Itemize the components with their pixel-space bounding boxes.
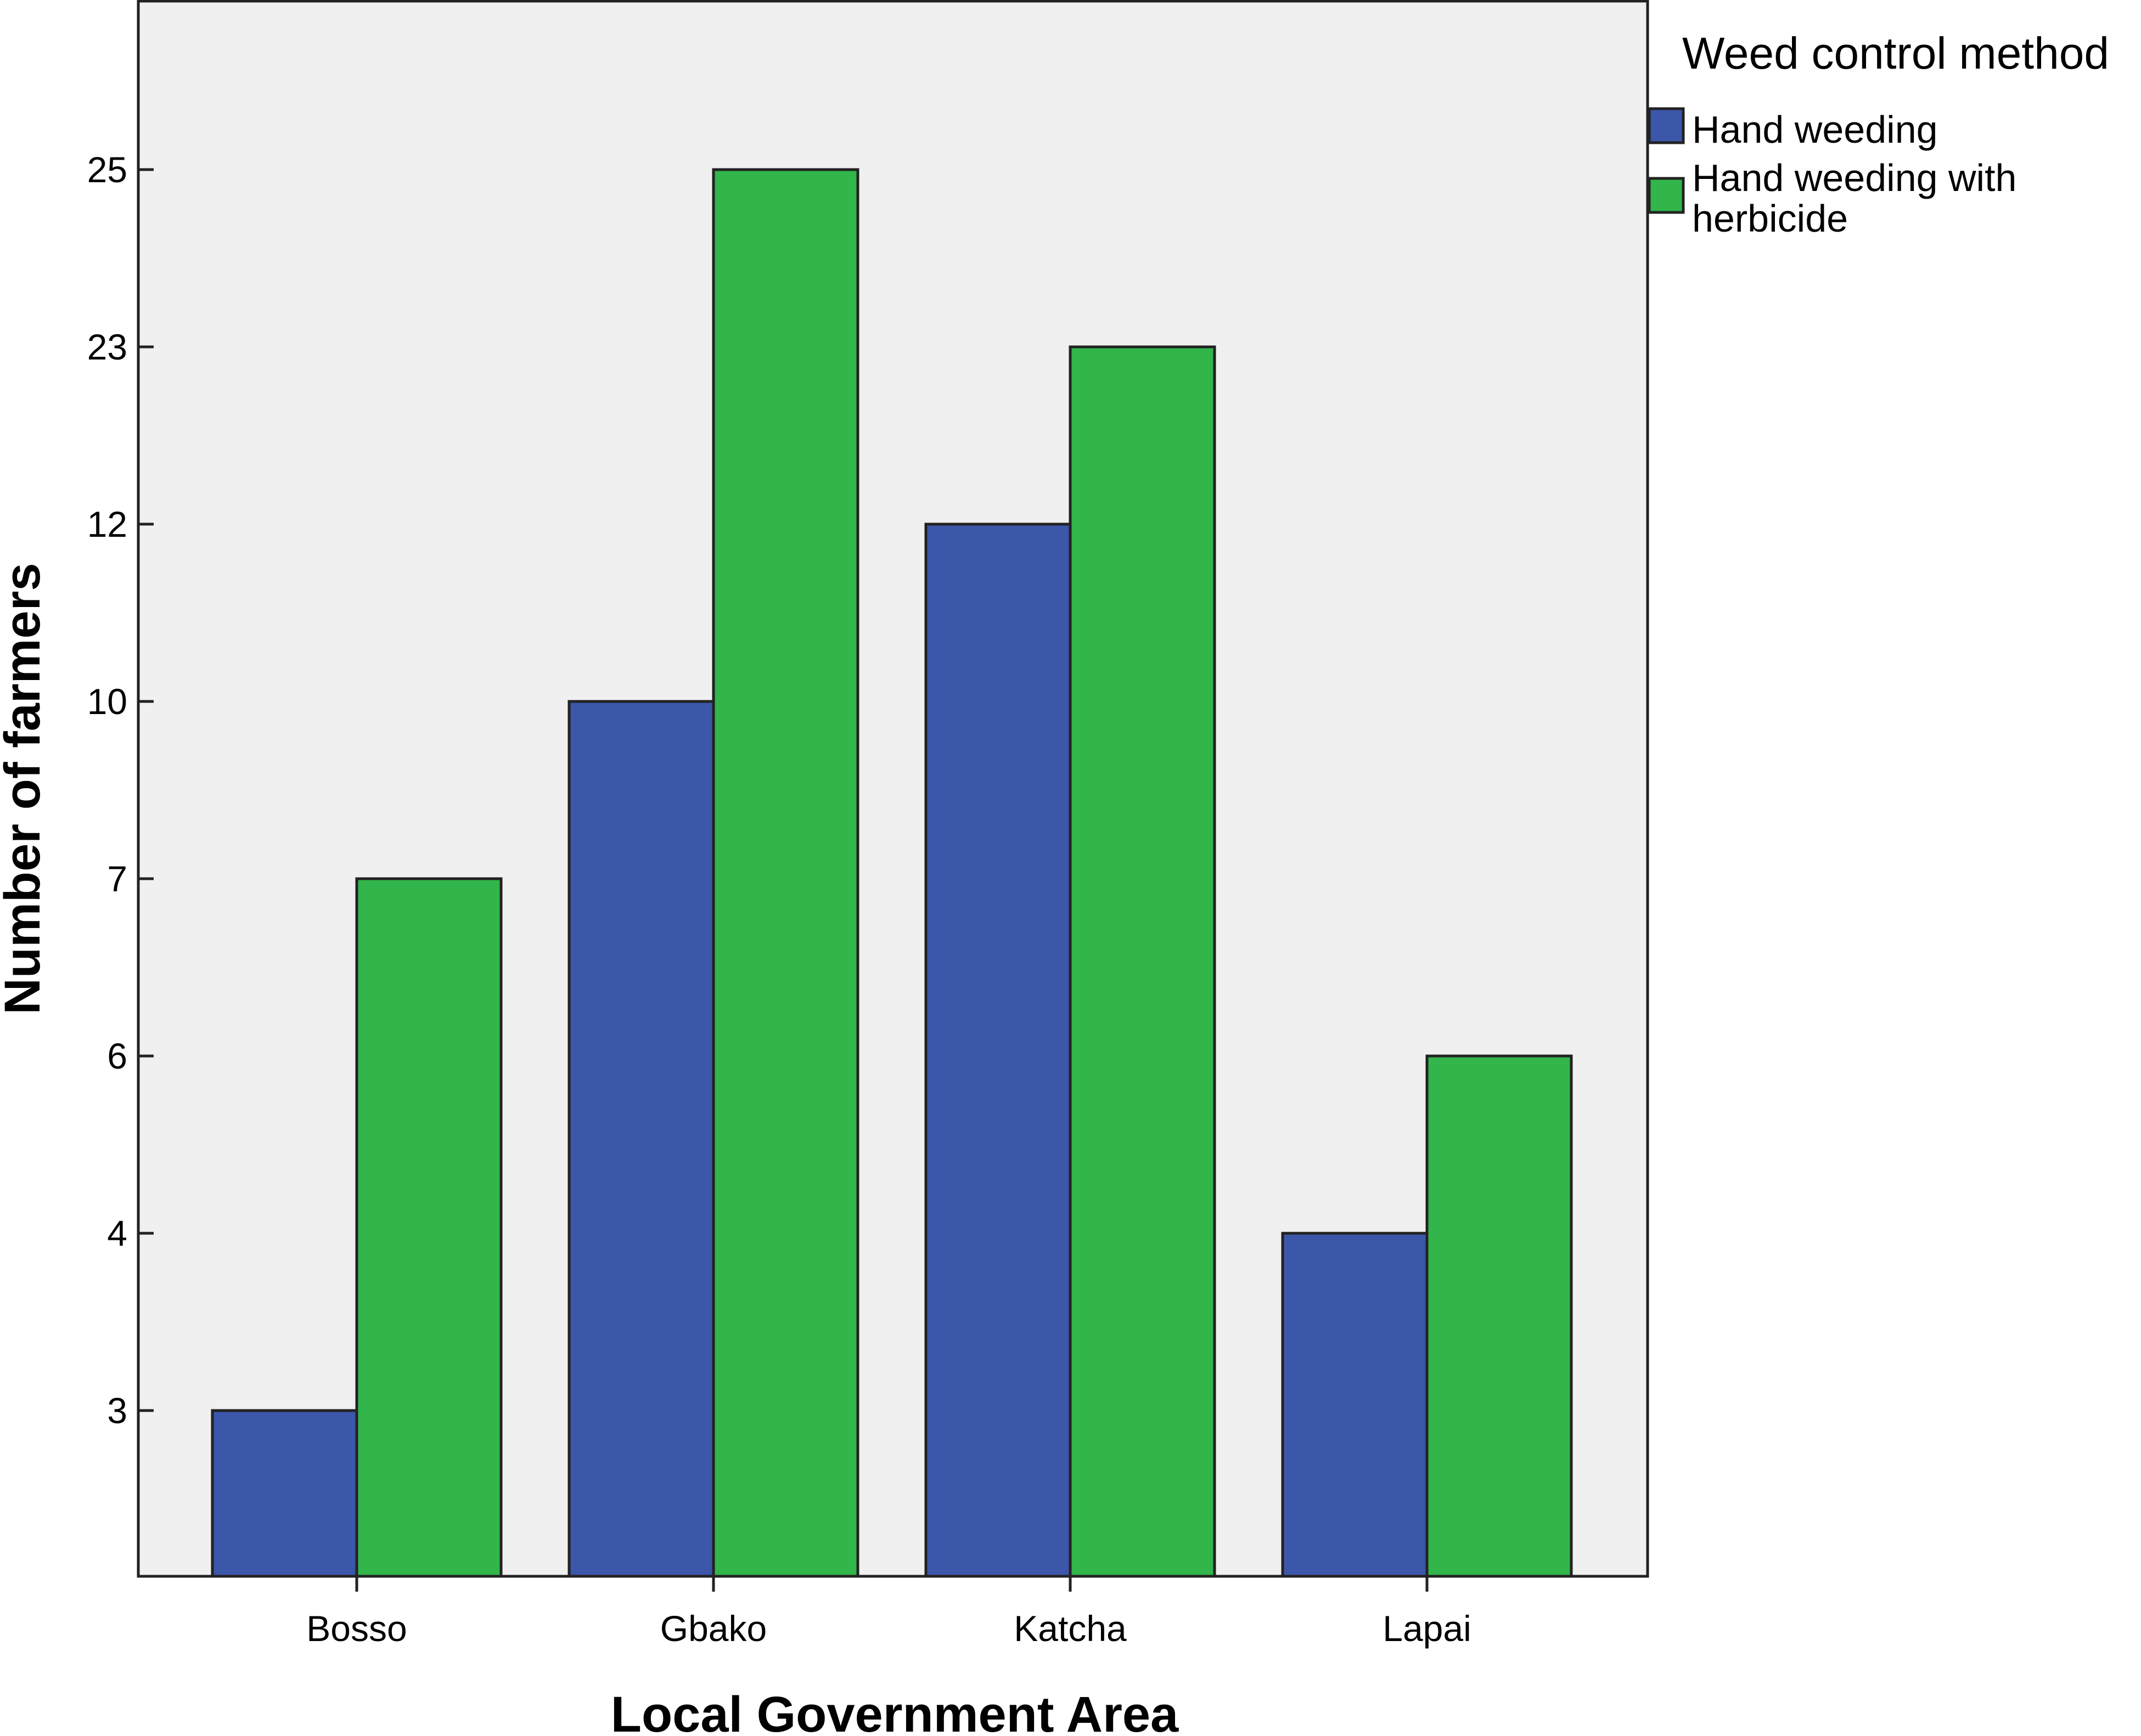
legend-label-hand-weeding: Hand weeding: [1692, 108, 1938, 151]
y-axis: 3 4 6 7 10 12 23 25: [87, 149, 154, 1431]
legend: Weed control method Hand weeding Hand we…: [1648, 29, 2109, 240]
y-tick-label: 10: [87, 681, 127, 722]
x-tick-label-katcha: Katcha: [1014, 1608, 1127, 1649]
legend-title: Weed control method: [1682, 29, 2109, 78]
y-tick-label: 23: [87, 327, 127, 367]
bars-group: [211, 168, 1573, 1578]
y-tick-label: 3: [107, 1390, 127, 1431]
x-tick-label-bosso: Bosso: [306, 1608, 407, 1649]
y-tick-label: 4: [107, 1213, 127, 1254]
bar-gbako-hand-weeding-with-herbicide: [712, 168, 859, 1578]
legend-label-hand-weeding-with-herbicide-line2: herbicide: [1692, 197, 1848, 240]
bar-gbako-hand-weeding: [567, 700, 715, 1578]
x-axis: Bosso Gbako Katcha Lapai: [306, 1576, 1471, 1649]
bar-katcha-hand-weeding-with-herbicide: [1069, 345, 1216, 1578]
y-tick-label: 7: [107, 858, 127, 899]
y-tick-label: 12: [87, 504, 127, 544]
bar-bosso-hand-weeding-with-herbicide: [355, 877, 503, 1578]
bar-katcha-hand-weeding: [924, 523, 1072, 1578]
legend-label-hand-weeding-with-herbicide-line1: Hand weeding with: [1692, 156, 2016, 199]
y-tick-label: 25: [87, 149, 127, 190]
bar-bosso-hand-weeding: [211, 1409, 358, 1578]
legend-swatch-hand-weeding-with-herbicide: [1648, 177, 1685, 214]
legend-swatch-hand-weeding: [1648, 107, 1685, 144]
bar-lapai-hand-weeding: [1281, 1232, 1429, 1578]
y-tick-label: 6: [107, 1036, 127, 1076]
x-axis-title: Local Government Area: [611, 1687, 1179, 1736]
x-tick-label-gbako: Gbako: [660, 1608, 767, 1649]
bar-lapai-hand-weeding-with-herbicide: [1425, 1054, 1573, 1578]
x-tick-label-lapai: Lapai: [1383, 1608, 1471, 1649]
y-axis-title: Number of farmers: [0, 563, 50, 1014]
